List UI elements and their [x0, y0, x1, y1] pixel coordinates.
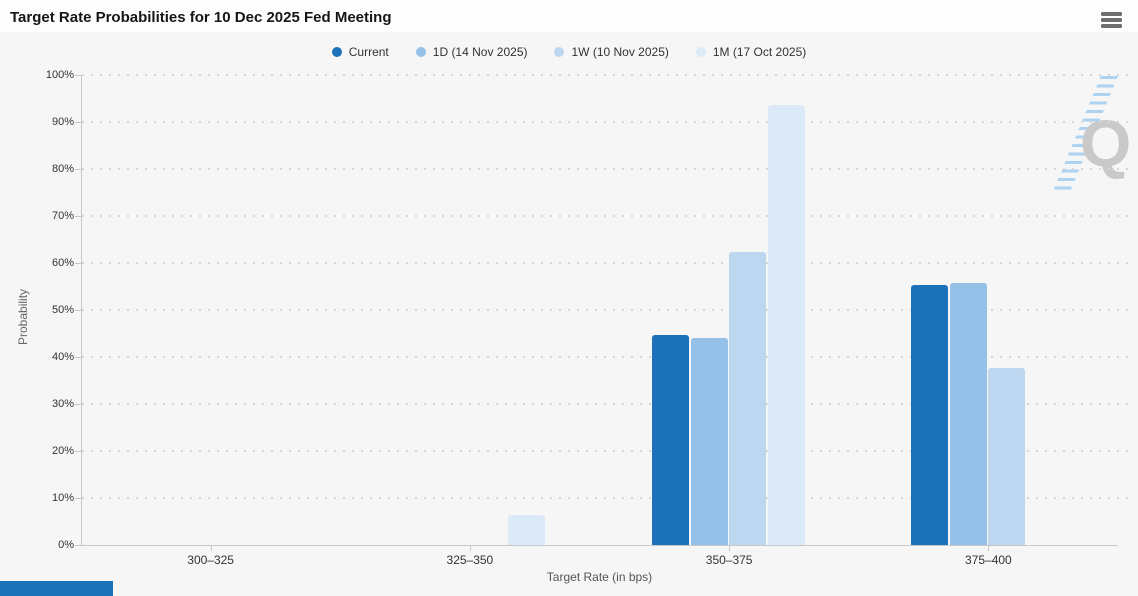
gridline	[82, 356, 1132, 358]
bar	[508, 515, 546, 545]
x-axis-line	[81, 545, 1118, 546]
chart-legend: Current 1D (14 Nov 2025) 1W (10 Nov 2025) 1…	[0, 45, 1138, 59]
bar	[652, 334, 690, 545]
legend-dot-icon	[554, 47, 565, 57]
bar	[729, 252, 767, 545]
x-axis-title: Target Rate (in bps)	[546, 570, 653, 584]
bar	[949, 283, 987, 545]
y-tick-label: 40%	[51, 351, 74, 363]
legend-label: 1W (10 Nov 2025)	[571, 45, 669, 59]
bar	[911, 285, 949, 545]
bottom-left-blue-bar	[0, 581, 113, 596]
y-tick-label: 10%	[51, 492, 74, 504]
legend-dot-icon	[415, 47, 426, 57]
y-axis-tick	[75, 216, 81, 217]
bar	[690, 337, 728, 545]
x-tick-label: 350–375	[705, 553, 753, 567]
bar	[988, 367, 1026, 545]
legend-dot-icon	[695, 47, 706, 57]
legend-item-3[interactable]: 1W (10 Nov 2025)	[554, 45, 669, 59]
chart-header: Target Rate Probabilities for 10 Dec 202…	[0, 0, 1138, 32]
x-axis-tick	[988, 546, 989, 551]
legend-item-1[interactable]: Current	[331, 45, 389, 59]
y-axis-tick	[75, 451, 81, 452]
y-axis-tick	[75, 545, 81, 546]
legend-item-4[interactable]: 1M (17 Oct 2025)	[695, 45, 807, 59]
y-axis-tick	[75, 75, 81, 76]
y-tick-label: 0%	[58, 539, 74, 551]
gridline	[82, 168, 1132, 170]
x-tick-label: 300–325	[187, 553, 234, 567]
x-axis-tick	[470, 546, 471, 551]
bar	[767, 104, 805, 545]
legend-label: 1D (14 Nov 2025)	[432, 45, 528, 59]
chart-menu-button[interactable]	[1099, 11, 1125, 31]
gridline	[82, 74, 1132, 76]
y-axis-tick	[75, 310, 81, 311]
y-axis-tick	[75, 404, 81, 405]
legend-dot-icon	[331, 47, 342, 57]
chart-area: Current 1D (14 Nov 2025) 1W (10 Nov 2025) 1…	[0, 32, 1138, 596]
legend-label: Current	[348, 45, 389, 59]
y-tick-label: 80%	[51, 163, 74, 175]
x-tick-label: 325–350	[446, 553, 494, 567]
gridline	[82, 309, 1132, 311]
gridline	[82, 121, 1132, 123]
gridline	[82, 262, 1132, 264]
y-axis-tick	[75, 263, 81, 264]
gridline	[82, 215, 1132, 217]
y-axis-tick	[75, 498, 81, 499]
y-tick-label: 90%	[51, 116, 74, 128]
legend-label: 1M (17 Oct 2025)	[712, 45, 807, 59]
y-tick-label: 50%	[51, 304, 74, 316]
gridline	[82, 497, 1132, 499]
gridline	[82, 403, 1132, 405]
y-tick-label: 60%	[51, 257, 74, 269]
x-axis-tick	[729, 546, 730, 551]
legend-item-2[interactable]: 1D (14 Nov 2025)	[415, 45, 528, 59]
y-tick-label: 70%	[51, 210, 74, 222]
y-axis-tick	[75, 169, 81, 170]
x-axis-tick	[211, 546, 212, 551]
y-axis-line	[81, 75, 82, 546]
y-tick-label: 20%	[51, 445, 74, 457]
plot-area	[75, 74, 1132, 551]
y-tick-label: 30%	[51, 398, 74, 410]
y-axis-tick	[75, 357, 81, 358]
hamburger-icon	[1099, 12, 1125, 28]
y-axis-tick	[75, 122, 81, 123]
y-tick-label: 100%	[45, 69, 74, 81]
gridline	[82, 450, 1132, 452]
x-tick-label: 375–400	[965, 553, 1012, 567]
page-title: Target Rate Probabilities for 10 Dec 202…	[10, 9, 392, 26]
y-axis-title: Probability	[16, 288, 30, 345]
